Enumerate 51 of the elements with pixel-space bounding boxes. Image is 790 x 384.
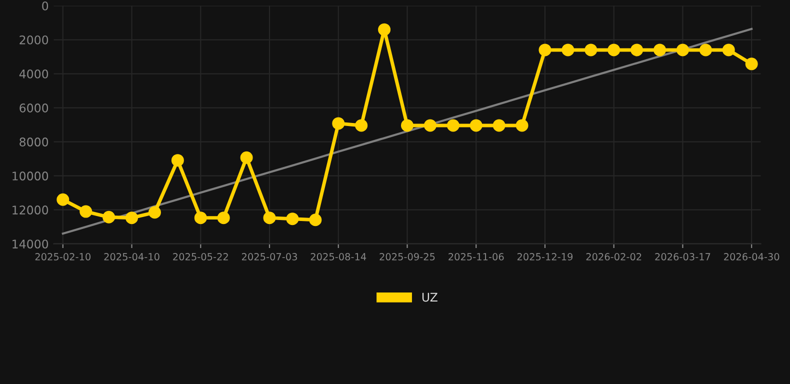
point [470, 119, 482, 132]
point [699, 44, 712, 56]
point [654, 44, 666, 56]
point [400, 119, 414, 132]
x-tick-label: 2025-09-25 [380, 253, 435, 260]
point [538, 44, 552, 56]
point [240, 151, 253, 164]
point [309, 214, 322, 226]
point [148, 206, 161, 219]
point [676, 44, 689, 56]
y-tick-label: 0 [42, 1, 48, 10]
point [446, 119, 460, 132]
y-tick-label: 4000 [19, 70, 48, 78]
point [102, 210, 116, 224]
x-tick-label: 2026-02-02 [586, 253, 642, 260]
point [562, 44, 574, 56]
point [171, 154, 184, 167]
x-tick-label: 2025-08-14 [310, 253, 366, 260]
point [630, 44, 644, 56]
y-tick-label: 10000 [12, 172, 48, 180]
y-tick-label: 12000 [12, 206, 48, 214]
point [745, 58, 758, 70]
point [217, 212, 230, 224]
point [194, 212, 207, 224]
x-tick-label: 2025-12-19 [517, 253, 573, 260]
point [286, 212, 299, 226]
legend-label: UZ [422, 292, 438, 302]
x-tick-label: 2026-03-17 [655, 253, 710, 260]
point [492, 119, 506, 132]
point [263, 212, 276, 224]
point [80, 205, 92, 218]
point [516, 119, 528, 132]
y-tick-label: 14000 [12, 240, 48, 248]
point [126, 212, 138, 224]
y-tick-label: 2000 [20, 35, 48, 44]
point [56, 193, 70, 206]
x-tick-label: 2025-11-06 [448, 253, 504, 260]
point [722, 44, 735, 56]
point [355, 119, 368, 132]
x-tick-label: 2025-07-03 [242, 253, 297, 260]
point [378, 23, 391, 36]
x-tick-label: 2026-04-30 [724, 253, 780, 260]
point [424, 119, 436, 132]
x-tick-label: 2025-05-22 [173, 253, 228, 260]
y-tick-label: 8000 [20, 138, 48, 146]
point [608, 44, 620, 56]
point [584, 44, 598, 56]
x-tick-label: 2025-02-10 [35, 253, 91, 260]
x-tick-label: 2025-04-10 [104, 253, 160, 260]
y-tick-label: 6000 [20, 104, 48, 112]
point [332, 117, 345, 130]
